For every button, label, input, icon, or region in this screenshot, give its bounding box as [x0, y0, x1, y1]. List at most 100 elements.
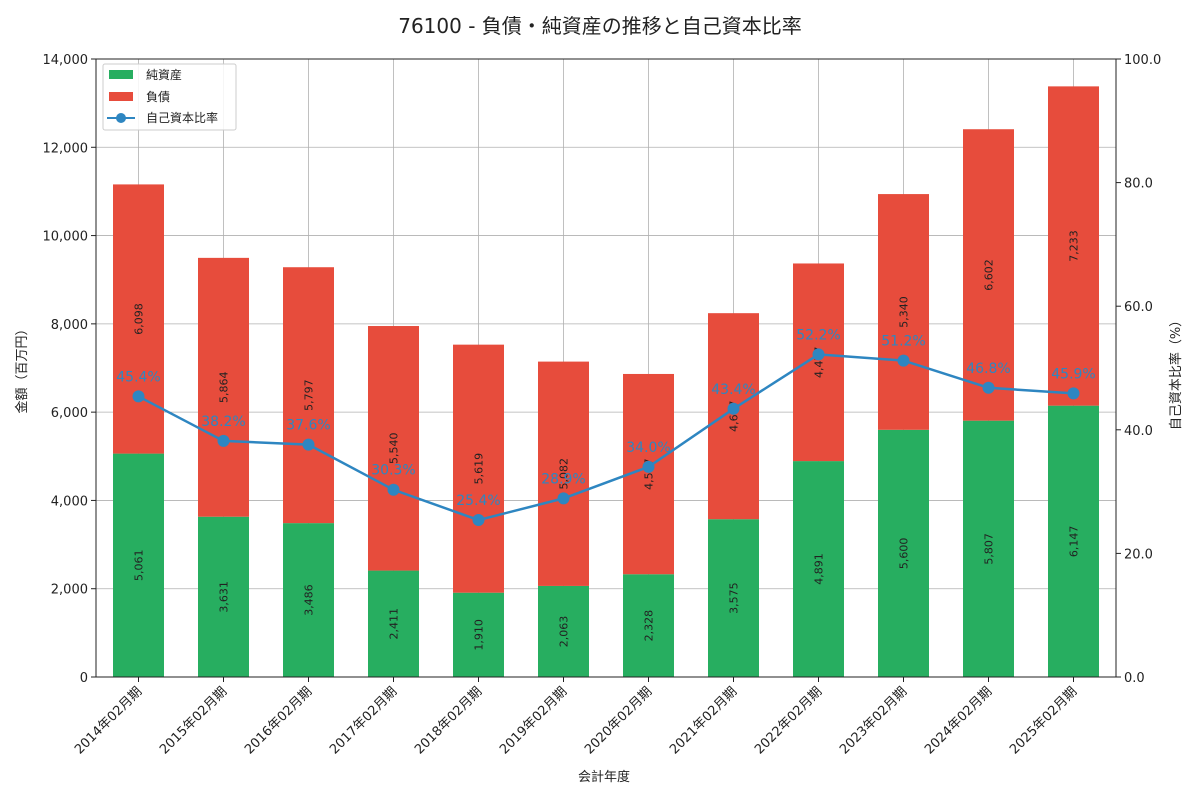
plot-frame: [95, 58, 1117, 678]
y-axis-right: 0.0 20.0 40.0 60.0 80.0 100.0: [1116, 53, 1161, 686]
bar-label-liabilities: 5,797: [303, 379, 316, 411]
ratio-label: 30.3%: [371, 463, 415, 479]
legend-marker-ratio: [116, 113, 126, 123]
bar-label-liabilities: 5,540: [388, 433, 401, 465]
bar-equity: [963, 420, 1014, 677]
ratio-label: 46.8%: [966, 361, 1010, 377]
bar-label-equity: 3,575: [728, 582, 741, 614]
legend-label-equity: 純資産: [146, 67, 182, 82]
bars: [113, 86, 1099, 677]
bar-label-liabilities: 5,619: [473, 453, 486, 485]
x-tick-label: 2017年02月期: [327, 684, 400, 757]
bar-liabilities: [963, 129, 1014, 421]
bar-label-equity: 6,147: [1068, 526, 1081, 558]
ratio-point: [472, 514, 485, 527]
bar-label-liabilities: 7,233: [1068, 230, 1081, 262]
bar-liabilities: [1048, 86, 1099, 406]
y-tick-label: 14,000: [43, 53, 89, 68]
x-tick-label: 2022年02月期: [752, 684, 825, 757]
bar-liabilities: [538, 361, 589, 586]
bar-equity: [538, 585, 589, 677]
bar-equity: [1048, 405, 1099, 677]
bar-label-equity: 3,486: [303, 584, 316, 616]
ratio-point: [1067, 387, 1080, 400]
bar-liabilities: [453, 344, 504, 593]
chart-title: 76100 - 負債・純資産の推移と自己資本比率: [398, 14, 802, 38]
bar-label-liabilities: 5,340: [898, 296, 911, 328]
y-tick-label: 2,000: [51, 583, 88, 598]
x-tick-label: 2025年02月期: [1007, 684, 1080, 757]
bar-equity: [878, 429, 929, 677]
bar-liabilities: [113, 184, 164, 454]
bar-equity: [623, 574, 674, 677]
legend-label-ratio: 自己資本比率: [146, 110, 218, 125]
bar-label-equity: 2,328: [643, 610, 656, 642]
x-tick-label: 2020年02月期: [582, 684, 655, 757]
y2-tick-label: 0.0: [1124, 671, 1145, 686]
bar-label-liabilities: 5,864: [218, 372, 231, 404]
ratio-label: 52.2%: [796, 327, 840, 343]
y2-tick-label: 100.0: [1124, 53, 1161, 68]
ratio-point: [897, 354, 910, 367]
y-tick-label: 12,000: [43, 141, 89, 156]
y-tick-label: 10,000: [43, 230, 89, 245]
ratio-point: [132, 390, 145, 403]
legend-swatch-liabilities: [109, 92, 133, 101]
ratio-point: [387, 483, 400, 496]
ratio-point: [982, 381, 995, 394]
bar-equity: [283, 523, 334, 677]
y2-tick-label: 40.0: [1124, 424, 1153, 439]
ratio-line: [137, 353, 1074, 522]
ratio-label: 45.4%: [116, 369, 160, 385]
y2-axis-label: 自己資本比率（%）: [1168, 314, 1184, 430]
bar-equity: [198, 516, 249, 677]
x-axis: 2014年02月期 2015年02月期 2016年02月期 2017年02月期 2018…: [72, 677, 1080, 758]
bar-label-equity: 2,063: [558, 616, 571, 648]
bar-equity: [113, 453, 164, 677]
y-tick-label: 4,000: [51, 494, 88, 509]
bar-label-equity: 4,891: [813, 553, 826, 585]
y-tick-label: 0: [80, 671, 88, 686]
ratio-label: 43.4%: [711, 382, 755, 398]
x-axis-label: 会計年度: [578, 769, 630, 785]
ratio-line-layer: 45.4% 38.2% 37.6% 30.3% 25.4% 28.9% 34.0% 43.4%…: [116, 327, 1096, 527]
ratio-label: 45.9%: [1051, 366, 1095, 382]
ratio-label: 38.2%: [201, 414, 245, 430]
ratio-label: 28.9%: [541, 471, 585, 487]
bar-label-equity: 1,910: [473, 619, 486, 651]
ratio-point: [217, 434, 230, 447]
bar-equity: [708, 519, 759, 677]
ratio-point: [302, 438, 315, 451]
y2-tick-label: 80.0: [1124, 177, 1153, 192]
y-axis-label: 金額（百万円）: [14, 322, 30, 413]
bar-label-equity: 3,631: [218, 581, 231, 613]
ratio-label: 25.4%: [456, 493, 500, 509]
x-tick-label: 2015年02月期: [157, 684, 230, 757]
legend-box: [102, 63, 237, 131]
y2-tick-label: 60.0: [1124, 300, 1153, 315]
ratio-label: 34.0%: [626, 440, 670, 456]
bar-liabilities: [708, 313, 759, 520]
x-tick-label: 2019年02月期: [497, 684, 570, 757]
y2-tick-label: 20.0: [1124, 547, 1153, 562]
ratio-label: 51.2%: [881, 334, 925, 350]
bar-label-equity: 5,600: [898, 538, 911, 570]
bar-liabilities: [198, 257, 249, 517]
bar-labels: 5,061 6,098 3,631 5,864 3,486 5,797 2,411 5,540…: [133, 230, 1081, 650]
bar-liabilities: [793, 263, 844, 462]
x-tick-label: 2021年02月期: [667, 684, 740, 757]
bar-equity: [453, 592, 504, 677]
x-tick-label: 2016年02月期: [242, 684, 315, 757]
bar-liabilities: [878, 194, 929, 430]
bar-label-liabilities: 6,602: [983, 259, 996, 291]
x-tick-label: 2018年02月期: [412, 684, 485, 757]
legend: 純資産 負債 自己資本比率: [102, 63, 237, 131]
bar-label-equity: 5,807: [983, 533, 996, 565]
legend-swatch-equity: [109, 70, 133, 79]
y-tick-label: 8,000: [51, 318, 88, 333]
x-tick-label: 2014年02月期: [72, 684, 145, 757]
ratio-point: [727, 402, 740, 415]
bar-label-liabilities: 5,082: [558, 458, 571, 490]
bar-liabilities: [368, 326, 419, 571]
